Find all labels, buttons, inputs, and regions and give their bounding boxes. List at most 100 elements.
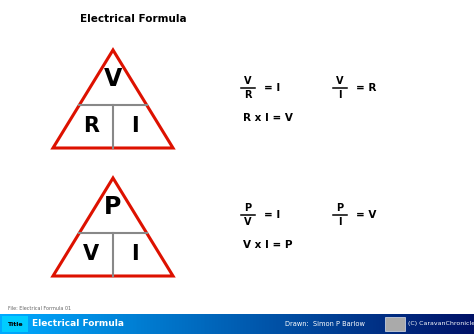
Bar <box>328 314 331 334</box>
Bar <box>215 314 217 334</box>
Bar <box>65 314 67 334</box>
Bar <box>90 314 92 334</box>
Text: = R: = R <box>356 83 376 93</box>
Bar <box>6 314 9 334</box>
Bar <box>131 314 133 334</box>
Bar <box>153 314 155 334</box>
Bar <box>401 314 403 334</box>
Bar <box>30 314 32 334</box>
Bar <box>322 314 324 334</box>
Bar <box>414 314 416 334</box>
Bar <box>123 314 125 334</box>
Bar <box>281 314 283 334</box>
Bar <box>454 314 456 334</box>
Bar <box>289 314 291 334</box>
Bar <box>471 314 473 334</box>
Bar <box>134 314 137 334</box>
Bar <box>291 314 293 334</box>
Bar <box>236 314 237 334</box>
Bar <box>392 314 394 334</box>
Bar <box>398 314 400 334</box>
Bar <box>36 314 38 334</box>
Bar <box>452 314 454 334</box>
Bar <box>411 314 413 334</box>
Bar <box>417 314 419 334</box>
Bar <box>326 314 328 334</box>
Bar <box>238 314 241 334</box>
Bar <box>224 314 227 334</box>
Bar <box>54 314 56 334</box>
Bar <box>62 314 64 334</box>
Bar <box>128 314 130 334</box>
Bar <box>264 314 266 334</box>
Bar <box>346 314 348 334</box>
Bar <box>221 314 223 334</box>
Bar <box>270 314 272 334</box>
Bar <box>229 314 231 334</box>
Bar <box>9 314 11 334</box>
Bar <box>438 314 440 334</box>
Bar <box>319 314 321 334</box>
Bar <box>335 314 337 334</box>
Bar <box>300 314 302 334</box>
Bar <box>16 314 18 334</box>
Bar <box>395 314 397 334</box>
Bar <box>314 314 317 334</box>
Bar <box>104 314 106 334</box>
Bar <box>425 314 427 334</box>
Bar <box>456 314 459 334</box>
Bar <box>161 314 163 334</box>
Bar <box>371 314 374 334</box>
Bar <box>11 314 13 334</box>
Bar <box>338 314 340 334</box>
Bar <box>150 314 152 334</box>
Bar <box>374 314 376 334</box>
Bar <box>2 316 28 332</box>
Bar <box>3 314 5 334</box>
Text: P: P <box>245 203 252 213</box>
Bar <box>393 314 395 334</box>
Bar <box>188 314 190 334</box>
Bar <box>51 314 53 334</box>
Bar <box>349 314 351 334</box>
Bar <box>129 314 132 334</box>
Text: = V: = V <box>356 210 376 220</box>
Bar <box>41 314 43 334</box>
Bar <box>330 314 332 334</box>
Bar <box>278 314 280 334</box>
Bar <box>35 314 37 334</box>
Bar <box>87 314 89 334</box>
Bar <box>313 314 315 334</box>
Bar <box>305 314 307 334</box>
Bar <box>55 314 57 334</box>
Text: V: V <box>336 76 344 86</box>
Bar <box>357 314 359 334</box>
Bar <box>183 314 185 334</box>
Bar <box>8 314 10 334</box>
Bar <box>419 314 421 334</box>
Bar <box>280 314 282 334</box>
Bar <box>347 314 350 334</box>
Bar <box>13 314 15 334</box>
Bar <box>155 314 157 334</box>
Bar <box>450 314 452 334</box>
Bar <box>163 314 165 334</box>
Bar <box>115 314 118 334</box>
Bar <box>232 314 234 334</box>
Bar <box>164 314 166 334</box>
Bar <box>416 314 418 334</box>
Bar <box>160 314 162 334</box>
Bar <box>207 314 209 334</box>
Bar <box>299 314 301 334</box>
Bar <box>171 314 173 334</box>
Bar <box>430 314 432 334</box>
Bar <box>182 314 184 334</box>
Text: (C) CaravanChronicles.com: (C) CaravanChronicles.com <box>408 322 474 327</box>
Bar <box>318 314 319 334</box>
Text: = I: = I <box>264 210 280 220</box>
Bar <box>81 314 82 334</box>
Bar <box>412 314 414 334</box>
Bar <box>449 314 451 334</box>
Bar <box>63 314 65 334</box>
Bar <box>66 314 68 334</box>
